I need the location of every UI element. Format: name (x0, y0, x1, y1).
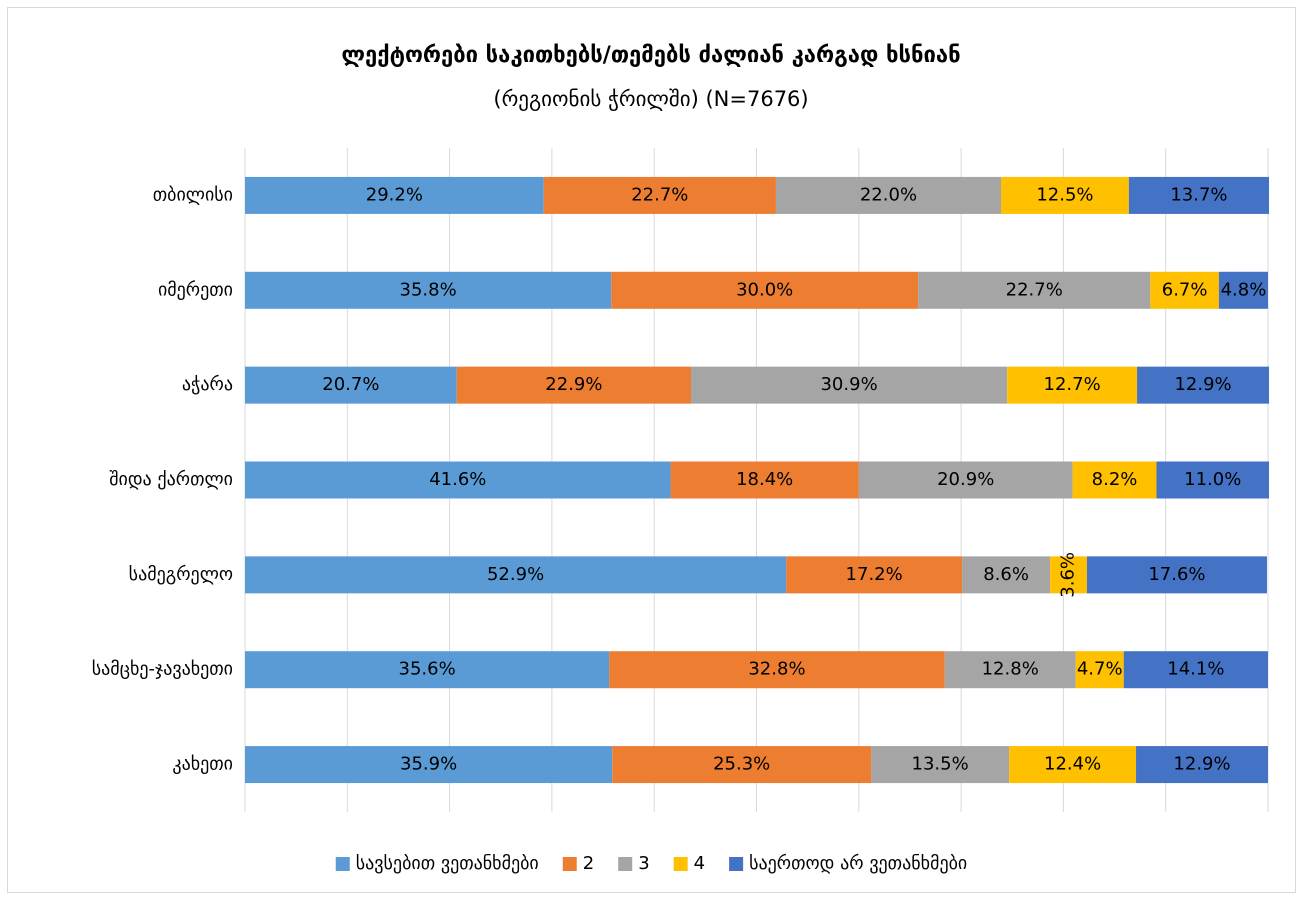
bar-segment (245, 271, 612, 309)
bar-segment (543, 176, 776, 214)
y-tick-label: სამცხე-ჯავახეთი (92, 659, 233, 680)
data-label: 52.9% (487, 564, 544, 585)
bar-segment (858, 461, 1073, 499)
bar-segment (1086, 556, 1267, 594)
legend-swatch (729, 857, 744, 871)
y-tick-label: აჭარა (182, 374, 233, 395)
bar-segment (609, 651, 945, 689)
chart-subtitle: (რეგიონის ჭრილში) (N=7676) (493, 87, 808, 111)
bar-segment (245, 746, 613, 784)
bar-segment (245, 651, 610, 689)
data-label: 12.9% (1174, 374, 1231, 395)
y-tick-label: შიდა ქართლი (109, 469, 233, 490)
chart-frame (7, 7, 1296, 893)
bar-segment (871, 746, 1010, 784)
y-tick-label: სამეგრელო (129, 564, 233, 585)
data-label: 6.7% (1162, 279, 1208, 300)
legend-label: საერთოდ არ ვეთანხმები (749, 853, 967, 874)
data-label: 41.6% (429, 469, 486, 490)
bar-segment (691, 366, 1008, 404)
data-label: 13.5% (912, 754, 969, 775)
data-label: 22.9% (545, 374, 602, 395)
data-label: 11.0% (1184, 469, 1241, 490)
legend-swatch (562, 857, 577, 871)
bar-segment (1218, 271, 1268, 309)
data-label: 20.7% (322, 374, 379, 395)
data-label: 4.7% (1077, 659, 1123, 680)
data-label: 35.8% (400, 279, 457, 300)
bar-segment (1123, 651, 1268, 689)
data-label: 25.3% (713, 754, 770, 775)
data-label: 12.4% (1044, 754, 1101, 775)
bar-segment (1007, 366, 1138, 404)
bar-segment (775, 176, 1001, 214)
chart-title: ლექტორები საკითხებს/თემებს ძალიან კარგად… (341, 43, 960, 68)
data-label: 3.6% (1058, 552, 1079, 598)
bar-segment (456, 366, 692, 404)
bar-segment (786, 556, 963, 594)
bar-segment (918, 271, 1151, 309)
bar-segment (1072, 461, 1157, 499)
bar-segment (944, 651, 1076, 689)
y-tick-label: თბილისი (153, 184, 233, 205)
bar-segment (1075, 651, 1124, 689)
data-label: 29.2% (366, 184, 423, 205)
y-tick-label: იმერეთი (158, 279, 233, 300)
bar-segment (245, 461, 671, 499)
data-label: 12.5% (1036, 184, 1093, 205)
data-label: 12.7% (1044, 374, 1101, 395)
legend-label: 3 (638, 853, 649, 874)
data-label: 12.9% (1173, 754, 1230, 775)
data-label: 22.7% (1006, 279, 1063, 300)
data-label: 22.0% (860, 184, 917, 205)
legend-swatch (618, 857, 633, 871)
bar-segment (245, 556, 787, 594)
data-label: 35.6% (399, 659, 456, 680)
data-label: 18.4% (736, 469, 793, 490)
data-label: 17.6% (1148, 564, 1205, 585)
bar-segment (612, 746, 872, 784)
data-label: 35.9% (400, 754, 457, 775)
y-tick-label: კახეთი (172, 754, 233, 775)
bar-segment (1156, 461, 1270, 499)
bar-segment (1000, 176, 1129, 214)
bar-segment (245, 176, 544, 214)
bar-segment (962, 556, 1051, 594)
data-label: 30.0% (736, 279, 793, 300)
bar-segment (670, 461, 859, 499)
data-label: 30.9% (820, 374, 877, 395)
bar-segment (1136, 746, 1268, 784)
legend-swatch (335, 857, 350, 871)
bar-segment (1137, 366, 1270, 404)
data-label: 14.1% (1167, 659, 1224, 680)
data-label: 22.7% (631, 184, 688, 205)
data-label: 32.8% (748, 659, 805, 680)
data-label: 17.2% (846, 564, 903, 585)
bar-segment (1128, 176, 1270, 214)
data-label: 4.8% (1221, 279, 1267, 300)
data-label: 13.7% (1170, 184, 1227, 205)
data-label: 8.2% (1092, 469, 1138, 490)
legend-label: სავსებით ვეთანხმები (356, 853, 539, 874)
legend-swatch (673, 857, 688, 871)
bar-segment (1009, 746, 1137, 784)
data-label: 20.9% (937, 469, 994, 490)
legend-label: 2 (583, 853, 594, 874)
legend-label: 4 (694, 853, 705, 874)
data-label: 8.6% (983, 564, 1029, 585)
bar-segment (1150, 271, 1219, 309)
bar-segment (1050, 556, 1087, 594)
bar-segment (245, 366, 457, 404)
bar-segment (611, 271, 919, 309)
data-label: 12.8% (982, 659, 1039, 680)
